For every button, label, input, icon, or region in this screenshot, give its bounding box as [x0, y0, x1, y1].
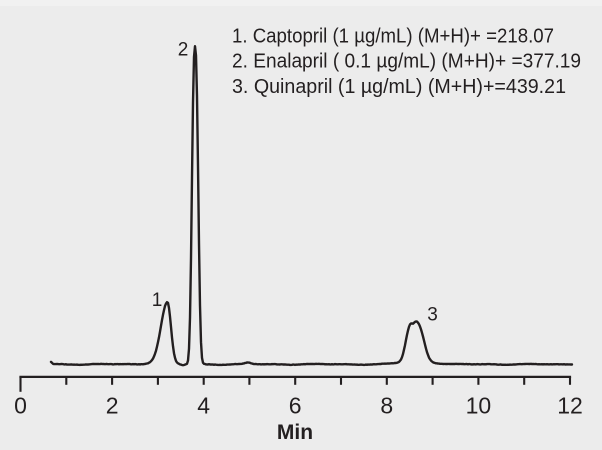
svg-text:6: 6	[289, 392, 302, 418]
svg-text:1. Captopril (1 µg/mL) (M+H)+: 1. Captopril (1 µg/mL) (M+H)+ =218.07	[232, 25, 554, 47]
svg-text:0: 0	[14, 392, 27, 418]
svg-text:4: 4	[197, 392, 210, 418]
svg-text:3: 3	[427, 305, 438, 326]
svg-text:10: 10	[466, 392, 492, 418]
svg-text:1: 1	[152, 290, 163, 311]
svg-text:2. Enalapril ( 0.1 µg/mL) (M+: 2. Enalapril ( 0.1 µg/mL) (M+H)+ =377.19	[232, 51, 581, 73]
svg-text:3. Quinapril (1 µg/mL) (M+H)+: 3. Quinapril (1 µg/mL) (M+H)+=439.21	[232, 76, 566, 98]
svg-text:2: 2	[178, 40, 189, 61]
svg-text:2: 2	[106, 392, 119, 418]
svg-text:8: 8	[380, 392, 393, 418]
svg-text:12: 12	[557, 392, 583, 418]
svg-text:Min: Min	[277, 421, 313, 444]
